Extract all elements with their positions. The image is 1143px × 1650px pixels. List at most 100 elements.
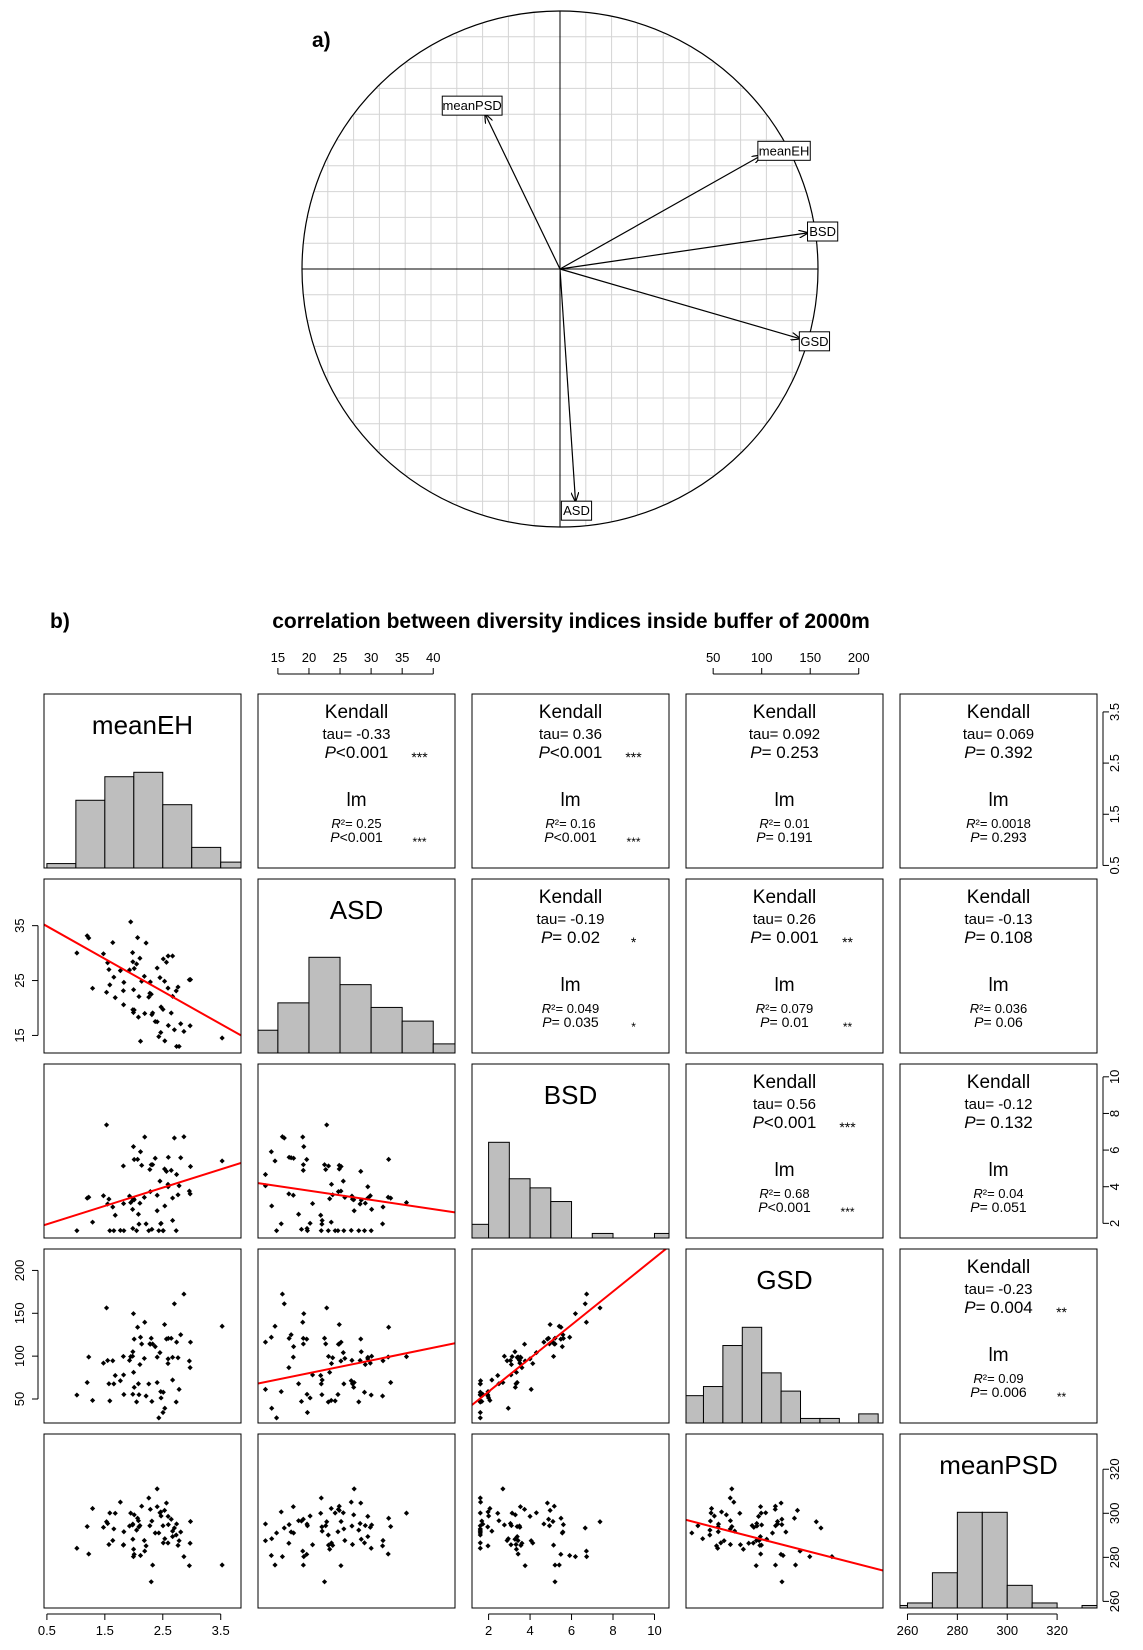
tick-label: 2 bbox=[485, 1623, 492, 1638]
scatter-point bbox=[740, 1546, 746, 1552]
lm-significance: *** bbox=[841, 1205, 855, 1219]
scatter-point bbox=[146, 1228, 152, 1234]
kendall-significance: ** bbox=[842, 934, 853, 950]
scatter-point bbox=[489, 1528, 495, 1534]
histogram-bar bbox=[529, 1187, 552, 1238]
histogram-meanEH bbox=[46, 771, 241, 868]
scatter-point bbox=[514, 1379, 520, 1386]
scatter-point bbox=[262, 1386, 269, 1392]
scatter-point bbox=[791, 1515, 798, 1521]
scatter-point bbox=[262, 1171, 269, 1178]
scatter-point bbox=[157, 1510, 163, 1516]
matrix-cell-GSD-meanEH bbox=[43, 1248, 242, 1424]
scatter-point bbox=[84, 1195, 90, 1201]
scatter-point bbox=[477, 1409, 483, 1416]
scatter-point bbox=[550, 1542, 557, 1548]
scatter-point bbox=[349, 1541, 356, 1548]
scatter-point bbox=[749, 1522, 755, 1529]
scatter-point bbox=[527, 1513, 533, 1519]
scatter-point bbox=[556, 1562, 562, 1568]
scatter-point bbox=[178, 1155, 184, 1161]
scatter-point bbox=[147, 990, 153, 996]
histogram-bar bbox=[906, 1602, 933, 1608]
lm-label: lm bbox=[988, 1160, 1008, 1181]
scatter-point bbox=[368, 1545, 374, 1551]
scatter-point bbox=[487, 1505, 493, 1512]
cell-frame bbox=[899, 878, 1098, 1054]
scatter-point bbox=[727, 1495, 733, 1501]
scatter-meanPSD-GSD bbox=[686, 1486, 883, 1585]
kendall-p-value: P= 0.132 bbox=[964, 1113, 1033, 1132]
scatter-point bbox=[219, 1035, 225, 1041]
tick-label: 35 bbox=[12, 918, 27, 932]
scatter-point bbox=[272, 1562, 278, 1568]
scatter-point bbox=[369, 1206, 375, 1213]
scatter-point bbox=[147, 979, 153, 985]
regression-line bbox=[686, 1518, 883, 1572]
svg-text:BSD: BSD bbox=[809, 224, 836, 239]
lm-label: lm bbox=[988, 790, 1008, 811]
scatter-point bbox=[501, 1353, 507, 1359]
scatter-point bbox=[335, 1188, 342, 1195]
scatter-point bbox=[560, 1335, 566, 1341]
scatter-point bbox=[187, 1163, 194, 1170]
scatter-point bbox=[181, 1028, 187, 1035]
scatter-point bbox=[779, 1579, 785, 1585]
scatter-point bbox=[351, 1486, 357, 1492]
scatter-point bbox=[321, 1579, 328, 1585]
cell-frame bbox=[257, 1433, 456, 1609]
scatter-point bbox=[304, 1551, 310, 1557]
scatter-point bbox=[168, 1167, 174, 1173]
arrow-meanPSD bbox=[485, 114, 561, 270]
kendall-significance: * bbox=[631, 934, 637, 950]
scatter-point bbox=[141, 1355, 147, 1362]
scatter-point bbox=[117, 968, 123, 974]
r-squared-value: R²= 0.09 bbox=[973, 1371, 1023, 1386]
scatter-point bbox=[219, 1158, 225, 1164]
scatter-point bbox=[723, 1512, 729, 1518]
matrix-cell-meanPSD-BSD bbox=[471, 1433, 670, 1609]
scatter-point bbox=[130, 1144, 137, 1150]
scatter-point bbox=[301, 1144, 307, 1150]
scatter-point bbox=[300, 1134, 306, 1140]
scatter-point bbox=[479, 1518, 485, 1524]
scatter-point bbox=[186, 1358, 192, 1364]
lm-p-value: P<0.001 bbox=[544, 829, 597, 845]
scatter-point bbox=[100, 951, 107, 957]
scatter-point bbox=[301, 1311, 307, 1317]
scatter-point bbox=[332, 1510, 338, 1516]
scatter-point bbox=[545, 1516, 552, 1522]
scatter-point bbox=[165, 1360, 171, 1367]
matrix-cell-BSD-BSD: BSD bbox=[471, 1063, 670, 1239]
scatter-point bbox=[181, 1554, 187, 1560]
tick-label: 0.5 bbox=[1107, 856, 1122, 874]
scatter-point bbox=[486, 1513, 492, 1519]
scatter-point bbox=[758, 1510, 764, 1516]
scatter-point bbox=[269, 1405, 275, 1411]
cell-frame bbox=[43, 1248, 242, 1424]
scatter-point bbox=[288, 1332, 294, 1338]
tick-label: 320 bbox=[1046, 1623, 1068, 1638]
scatter-point bbox=[342, 1355, 348, 1362]
scatter-point bbox=[323, 1523, 329, 1529]
histogram-bar bbox=[401, 1020, 434, 1053]
scatter-point bbox=[278, 1509, 284, 1515]
scatter-point bbox=[764, 1536, 770, 1542]
histogram-bar bbox=[956, 1511, 983, 1608]
scatter-point bbox=[758, 1551, 764, 1557]
histogram-bar bbox=[133, 771, 164, 868]
scatter-point bbox=[171, 1135, 177, 1141]
scatter-point bbox=[300, 1548, 306, 1554]
scatter-point bbox=[262, 1538, 269, 1544]
scatter-point bbox=[173, 1043, 180, 1050]
scatter-point bbox=[281, 1525, 287, 1531]
scatter-point bbox=[324, 1122, 330, 1128]
scatter-point bbox=[170, 1217, 176, 1224]
scatter-point bbox=[162, 1038, 168, 1044]
scatter-point bbox=[584, 1291, 590, 1297]
scatter-point bbox=[165, 1513, 171, 1519]
scatter-point bbox=[181, 1291, 187, 1297]
diagonal-label-ASD: ASD bbox=[330, 895, 383, 925]
scatter-point bbox=[160, 1409, 166, 1416]
scatter-point bbox=[117, 1227, 123, 1234]
